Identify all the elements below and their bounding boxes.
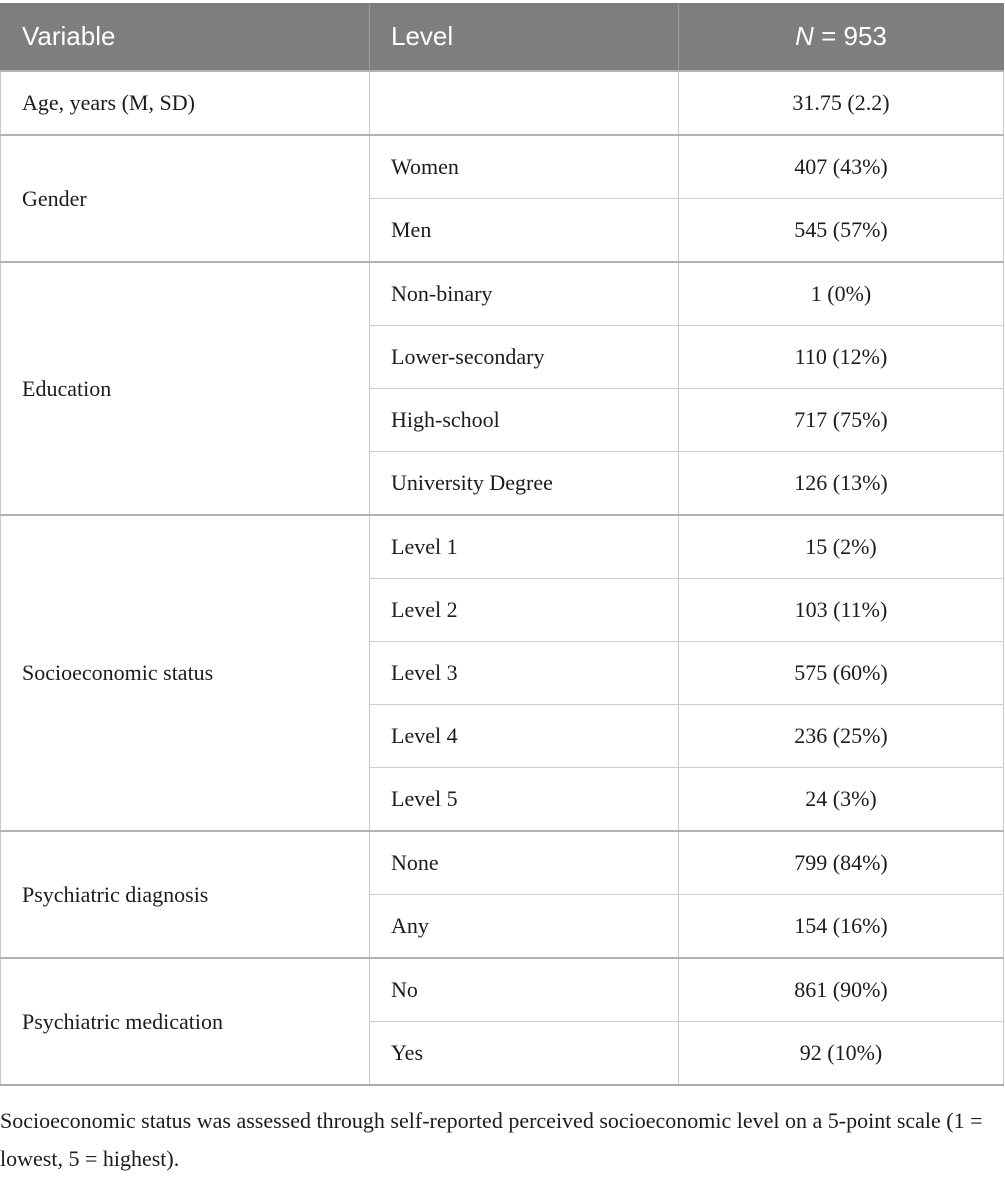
n-symbol: N (795, 21, 814, 51)
value-cell: 575 (60%) (678, 641, 1004, 705)
table-row: University Degree 126 (13%) (1, 451, 1004, 515)
value-cell: 407 (43%) (678, 134, 1004, 199)
level-cell: Non-binary (369, 261, 679, 326)
table-row: Yes 92 (10%) (1, 1021, 1004, 1085)
level-cell: High-school (369, 388, 679, 452)
level-cell: No (369, 957, 679, 1022)
table-row: Age, years (M, SD) 31.75 (2.2) (0, 70, 1004, 135)
n-value: = 953 (813, 21, 887, 51)
level-cell: Yes (369, 1021, 679, 1085)
value-cell: 110 (12%) (678, 325, 1004, 389)
level-cell: Level 5 (369, 767, 679, 831)
table-row: Level 4 236 (25%) (1, 704, 1004, 768)
variable-cell: Psychiatric diagnosis (0, 830, 370, 958)
level-cell: Men (369, 198, 679, 262)
variable-cell: Socioeconomic status (0, 514, 370, 831)
variable-cell: Psychiatric medication (0, 957, 370, 1085)
level-cell: Level 4 (369, 704, 679, 768)
level-cell: Women (369, 134, 679, 199)
value-cell: 24 (3%) (678, 767, 1004, 831)
level-cell: Any (369, 894, 679, 958)
level-cell (369, 70, 679, 135)
level-cell: Lower-secondary (369, 325, 679, 389)
header-row: Variable Level N = 953 (0, 3, 1004, 71)
level-cell: University Degree (369, 451, 679, 515)
value-cell: 1 (0%) (678, 261, 1004, 326)
table-footnote: Socioeconomic status was assessed throug… (0, 1108, 983, 1171)
value-cell: 717 (75%) (678, 388, 1004, 452)
table-row: Lower-secondary 110 (12%) (1, 325, 1004, 389)
table-row: High-school 717 (75%) (1, 388, 1004, 452)
level-cell: Level 3 (369, 641, 679, 705)
value-cell: 545 (57%) (678, 198, 1004, 262)
table-row: Gender Women 407 (43%) (0, 134, 1004, 262)
level-cell: None (369, 830, 679, 895)
value-cell: 799 (84%) (678, 830, 1004, 895)
column-header-variable: Variable (0, 3, 370, 71)
value-cell: 103 (11%) (678, 578, 1004, 642)
variable-cell: Gender (0, 134, 370, 262)
table-row: Education Non-binary 1 (0%) (0, 261, 1004, 515)
table-row: Psychiatric diagnosis None 799 (84%) (0, 830, 1004, 958)
level-cell: Level 1 (369, 514, 679, 579)
column-header-level: Level (369, 3, 679, 71)
table-row: Any 154 (16%) (1, 894, 1004, 958)
table-row: Socioeconomic status Level 1 15 (2%) (0, 514, 1004, 831)
value-cell: 92 (10%) (678, 1021, 1004, 1085)
value-cell: 31.75 (2.2) (678, 70, 1004, 135)
value-cell: 15 (2%) (678, 514, 1004, 579)
table-row: Level 2 103 (11%) (1, 578, 1004, 642)
column-header-sample-size: N = 953 (678, 3, 1004, 71)
demographics-table: Variable Level N = 953 Age, years (M, SD… (0, 3, 1004, 1086)
value-cell: 126 (13%) (678, 451, 1004, 515)
level-cell: Level 2 (369, 578, 679, 642)
table-row: Level 3 575 (60%) (1, 641, 1004, 705)
table-body: Age, years (M, SD) 31.75 (2.2) Gender Women… (0, 70, 1004, 1085)
value-cell: 236 (25%) (678, 704, 1004, 768)
value-cell: 154 (16%) (678, 894, 1004, 958)
table-row: Psychiatric medication No 861 (90%) (0, 957, 1004, 1085)
table-header: Variable Level N = 953 (0, 3, 1004, 71)
table-row: Level 5 24 (3%) (1, 767, 1004, 831)
variable-cell: Education (0, 261, 370, 515)
table-row: Men 545 (57%) (1, 198, 1004, 262)
variable-cell: Age, years (M, SD) (0, 70, 370, 135)
value-cell: 861 (90%) (678, 957, 1004, 1022)
